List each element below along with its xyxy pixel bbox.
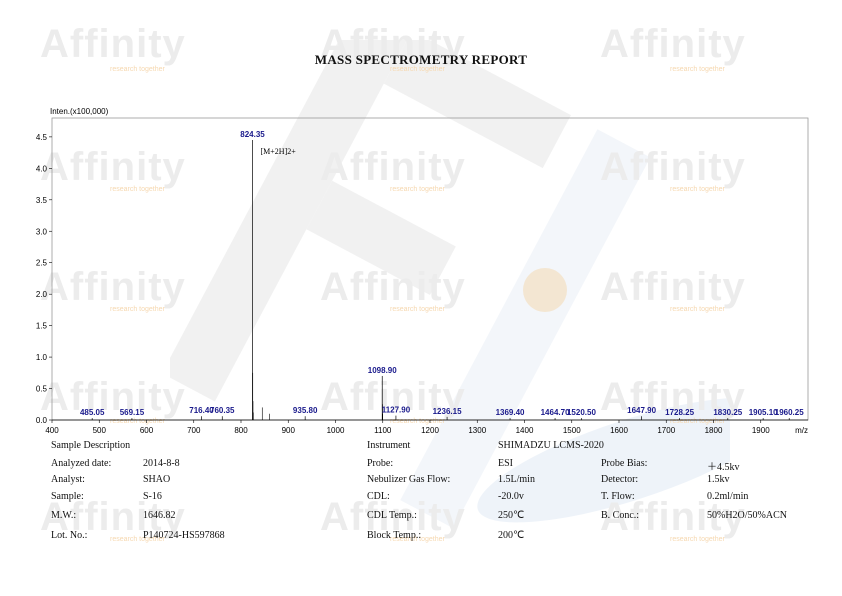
field-label: M.W.:: [51, 510, 77, 521]
x-tick-label: 1900: [752, 426, 770, 435]
peak-label: 716.40: [189, 406, 214, 415]
field-value: ＋4.5kv: [707, 462, 740, 473]
x-tick-label: 1300: [468, 426, 486, 435]
field-value: 200℃: [498, 530, 525, 541]
field-label: T. Flow:: [601, 491, 635, 502]
peak-label: 1647.90: [627, 406, 656, 415]
y-tick-label: 0.5: [36, 385, 48, 394]
field-value: 250℃: [498, 510, 525, 521]
x-tick-label: 600: [140, 426, 154, 435]
field-value: ESI: [498, 458, 513, 469]
x-tick-label: 1400: [516, 426, 534, 435]
field-value: 1646.82: [143, 510, 176, 521]
x-tick-label: 1500: [563, 426, 581, 435]
y-tick-label: 0.0: [36, 416, 48, 425]
peak-label: 1369.40: [496, 408, 525, 417]
peak-label: 1728.25: [665, 408, 694, 417]
x-tick-label: 1000: [327, 426, 345, 435]
x-tick-label: 400: [45, 426, 59, 435]
field-value: 0.2ml/min: [707, 491, 749, 502]
field-label: Block Temp.:: [367, 530, 422, 541]
field-label: CDL:: [367, 491, 390, 502]
x-tick-label: 1200: [421, 426, 439, 435]
peak-label: 1236.15: [433, 407, 462, 416]
field-label: Probe Bias:: [601, 458, 648, 469]
field-value: 1.5kv: [707, 474, 730, 485]
peak-label: 1830.25: [713, 408, 742, 417]
y-tick-label: 3.0: [36, 227, 48, 236]
x-tick-label: 800: [234, 426, 248, 435]
y-axis-label: Inten.(x100,000): [50, 107, 109, 116]
x-tick-label: 1100: [374, 426, 392, 435]
y-tick-label: 1.5: [36, 322, 48, 331]
x-tick-label: 1600: [610, 426, 628, 435]
field-label: Probe:: [367, 458, 394, 469]
field-value: 2014-8-8: [143, 458, 180, 469]
peak-label: 1520.50: [567, 408, 596, 417]
report-title: MASS SPECTROMETRY REPORT: [314, 52, 528, 67]
peak-label: 1464.70: [541, 408, 570, 417]
peak-label: 935.80: [293, 406, 318, 415]
peak-label: 569.15: [120, 408, 145, 417]
peak-label: 1960.25: [775, 408, 804, 417]
x-tick-label: 900: [282, 426, 296, 435]
peak-label: 760.35: [210, 406, 235, 415]
x-axis-label: m/z: [795, 426, 808, 435]
peak-label: 824.35: [240, 130, 265, 139]
field-value: S-16: [143, 491, 162, 502]
peak-label: 1905.10: [749, 408, 778, 417]
field-value: 50%H2O/50%ACN: [707, 510, 787, 521]
x-tick-label: 500: [93, 426, 107, 435]
instrument-name: SHIMADZU LCMS-2020: [498, 440, 604, 451]
plot-frame: [51, 117, 809, 421]
peak-label: 485.05: [80, 408, 105, 417]
mass-spectrum-chart: Inten.(x100,000) 0.0 0.5 1.0 1.5 2.0 2.5 3.0 3.5…: [36, 107, 809, 435]
peak-label: 1127.90: [382, 406, 411, 415]
y-tick-label: 3.5: [36, 196, 48, 205]
field-label: Detector:: [601, 474, 639, 485]
peak-label: 1098.90: [368, 366, 397, 375]
field-label: Sample:: [51, 491, 84, 502]
sample-heading: Sample Description: [51, 440, 131, 451]
y-tick-label: 4.0: [36, 164, 48, 173]
field-value: 1.5L/min: [498, 474, 535, 485]
y-tick-label: 1.0: [36, 353, 48, 362]
field-value: -20.0v: [498, 491, 524, 502]
x-tick-label: 1800: [705, 426, 723, 435]
watermark-tagline: research together: [670, 536, 725, 543]
field-value: P140724-HS597868: [143, 530, 225, 541]
field-label: Lot. No.:: [51, 530, 88, 541]
field-label: Analyst:: [51, 474, 85, 485]
field-label: Analyzed date:: [51, 458, 112, 469]
peak-annotation: [M+2H]2+: [261, 147, 297, 156]
field-label: CDL Temp.:: [367, 510, 417, 521]
instrument-heading: Instrument: [367, 440, 411, 451]
y-tick-label: 2.5: [36, 259, 48, 268]
field-label: B. Conc.:: [601, 510, 640, 521]
field-label: Nebulizer Gas Flow:: [367, 474, 451, 485]
y-tick-label: 2.0: [36, 290, 48, 299]
x-tick-label: 700: [187, 426, 201, 435]
x-tick-label: 1700: [657, 426, 675, 435]
field-value: SHAO: [143, 474, 171, 485]
y-tick-label: 4.5: [36, 133, 48, 142]
